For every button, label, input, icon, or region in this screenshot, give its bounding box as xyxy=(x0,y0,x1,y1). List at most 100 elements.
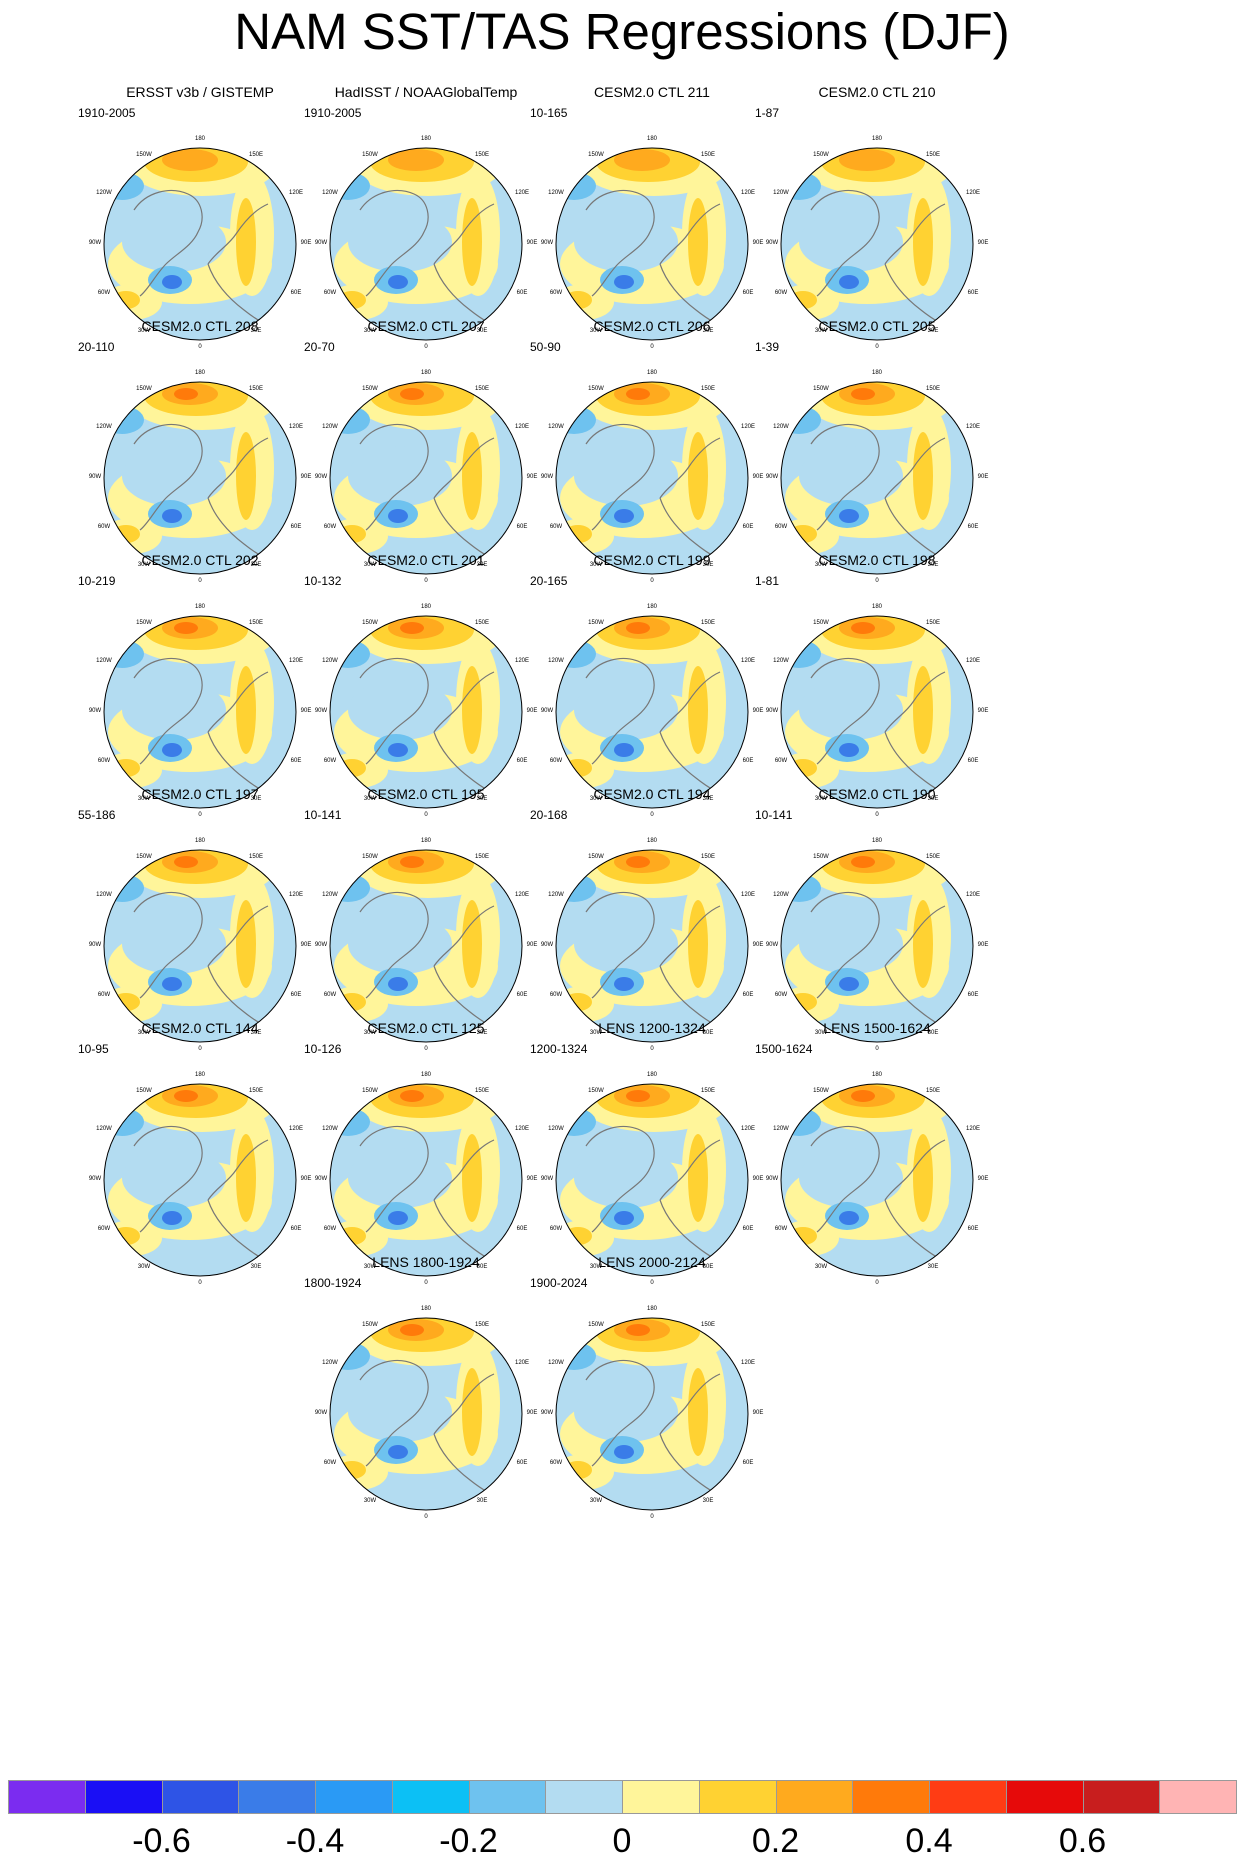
longitude-label: 30E xyxy=(928,562,939,568)
longitude-label: 30E xyxy=(928,1264,939,1270)
map-panel: LENS 1200-1324 1200-1324 180 150W 150E 120W 12… xyxy=(518,1020,786,1292)
panel-years: 10-95 xyxy=(78,1042,109,1056)
longitude-label: 150E xyxy=(475,1322,489,1328)
panel-title: ERSST v3b / GISTEMP xyxy=(126,84,274,100)
longitude-label: 150E xyxy=(249,854,263,860)
anomaly-field xyxy=(104,382,296,574)
longitude-label: 90E xyxy=(753,942,764,948)
map-boundary xyxy=(780,615,974,809)
longitude-label: 60E xyxy=(968,758,979,764)
map-boundary xyxy=(555,1083,749,1277)
colorbar-swatch xyxy=(1082,1780,1161,1814)
panel-years: 20-110 xyxy=(78,340,115,354)
longitude-label: 30W xyxy=(364,562,377,568)
anomaly-field xyxy=(781,382,973,574)
map-boundary xyxy=(103,1083,297,1277)
map-boundary xyxy=(329,147,523,341)
longitude-label: 0 xyxy=(424,1046,428,1052)
panel-title: CESM2.0 CTL 198 xyxy=(818,552,936,568)
longitude-label: 60W xyxy=(550,1460,563,1466)
panel-years: 10-141 xyxy=(304,808,342,822)
longitude-label: 90E xyxy=(527,474,538,480)
longitude-label: 60E xyxy=(517,758,528,764)
longitude-label: 0 xyxy=(650,344,654,350)
longitude-label: 150E xyxy=(249,620,263,626)
longitude-label: 120E xyxy=(289,1126,303,1132)
longitude-label: 120W xyxy=(773,190,789,196)
longitude-label: 30W xyxy=(590,328,603,334)
colorbar-tick-label: -0.4 xyxy=(285,1822,345,1860)
longitude-label: 60W xyxy=(775,524,788,530)
longitude-label: 60W xyxy=(775,758,788,764)
longitude-label: 30E xyxy=(251,1264,262,1270)
longitude-label: 90W xyxy=(766,474,779,480)
panel-title: CESM2.0 CTL 144 xyxy=(141,1020,259,1036)
longitude-label: 90W xyxy=(541,474,554,480)
longitude-label: 150W xyxy=(813,152,829,158)
longitude-label: 0 xyxy=(875,578,879,584)
longitude-label: 120W xyxy=(773,658,789,664)
colorbar-tick-label: -0.2 xyxy=(439,1822,498,1860)
longitude-label: 60E xyxy=(517,524,528,530)
longitude-label: 150E xyxy=(701,854,715,860)
longitude-label: 0 xyxy=(875,1046,879,1052)
colorbar-tick-label: 0.4 xyxy=(905,1822,953,1860)
longitude-label: 60W xyxy=(550,290,563,296)
panel-years: 1200-1324 xyxy=(530,1042,588,1056)
longitude-label: 30W xyxy=(815,328,828,334)
longitude-label: 150W xyxy=(588,386,604,392)
longitude-label: 150W xyxy=(588,854,604,860)
longitude-label: 120W xyxy=(548,658,564,664)
map-panel: CESM2.0 CTL 207 20-70 180 150W 150E 120W 120E 9… xyxy=(292,318,560,590)
longitude-label: 90W xyxy=(541,1176,554,1182)
panel-title: CESM2.0 CTL 125 xyxy=(367,1020,485,1036)
map-panel: CESM2.0 CTL 125 10-126 180 150W 150E 120W 120E… xyxy=(292,1020,560,1292)
longitude-label: 180 xyxy=(872,370,883,376)
longitude-label: 120E xyxy=(966,658,980,664)
longitude-label: 60W xyxy=(98,1226,111,1232)
map-panel: CESM2.0 CTL 198 1-81 180 150W 150E 120W 120E 90… xyxy=(743,552,1011,824)
figure-title: NAM SST/TAS Regressions (DJF) xyxy=(234,3,1010,60)
polar-map: 180 150W 150E 120W 120E 90W 90E 60W 60E 30W 30E 0 xyxy=(89,136,312,350)
longitude-label: 90W xyxy=(766,1176,779,1182)
longitude-label: 120E xyxy=(966,190,980,196)
longitude-label: 120W xyxy=(548,190,564,196)
longitude-label: 0 xyxy=(198,344,202,350)
longitude-label: 90W xyxy=(89,240,102,246)
panel-years: 1900-2024 xyxy=(530,1276,588,1290)
longitude-label: 120W xyxy=(773,892,789,898)
longitude-label: 60W xyxy=(775,1226,788,1232)
longitude-label: 30E xyxy=(928,328,939,334)
colorbar-swatch xyxy=(775,1780,854,1814)
longitude-label: 150W xyxy=(362,386,378,392)
longitude-label: 60E xyxy=(517,992,528,998)
polar-map: 180 150W 150E 120W 120E 90W 90E 60W 60E 30W 30E 0 xyxy=(541,370,764,584)
longitude-label: 90W xyxy=(541,240,554,246)
panel-title: CESM2.0 CTL 195 xyxy=(367,786,485,802)
longitude-label: 30W xyxy=(815,562,828,568)
longitude-label: 0 xyxy=(198,578,202,584)
longitude-label: 60W xyxy=(98,290,111,296)
polar-map: 180 150W 150E 120W 120E 90W 90E 60W 60E 30W 30E 0 xyxy=(766,370,989,584)
longitude-label: 90E xyxy=(978,708,989,714)
longitude-label: 60E xyxy=(291,290,302,296)
longitude-label: 90W xyxy=(315,708,328,714)
polar-map: 180 150W 150E 120W 120E 90W 90E 60W 60E 30W 30E 0 xyxy=(541,1306,764,1520)
panel-years: 55-186 xyxy=(78,808,116,822)
longitude-label: 90W xyxy=(89,708,102,714)
panel-years: 1-81 xyxy=(755,574,780,588)
anomaly-field xyxy=(556,1318,748,1510)
longitude-label: 30E xyxy=(928,796,939,802)
longitude-label: 150W xyxy=(362,152,378,158)
map-panel: LENS 1500-1624 1500-1624 180 150W 150E 120W 12… xyxy=(743,1020,1011,1292)
map-panel: CESM2.0 CTL 199 20-165 180 150W 150E 120W 120E… xyxy=(518,552,786,824)
longitude-label: 150W xyxy=(136,620,152,626)
longitude-label: 30W xyxy=(590,1264,603,1270)
longitude-label: 150W xyxy=(813,1088,829,1094)
colorbar-swatch xyxy=(545,1780,623,1814)
longitude-label: 0 xyxy=(424,1514,428,1520)
longitude-label: 60E xyxy=(291,758,302,764)
longitude-label: 150E xyxy=(701,620,715,626)
longitude-label: 30W xyxy=(590,1030,603,1036)
longitude-label: 90W xyxy=(315,240,328,246)
